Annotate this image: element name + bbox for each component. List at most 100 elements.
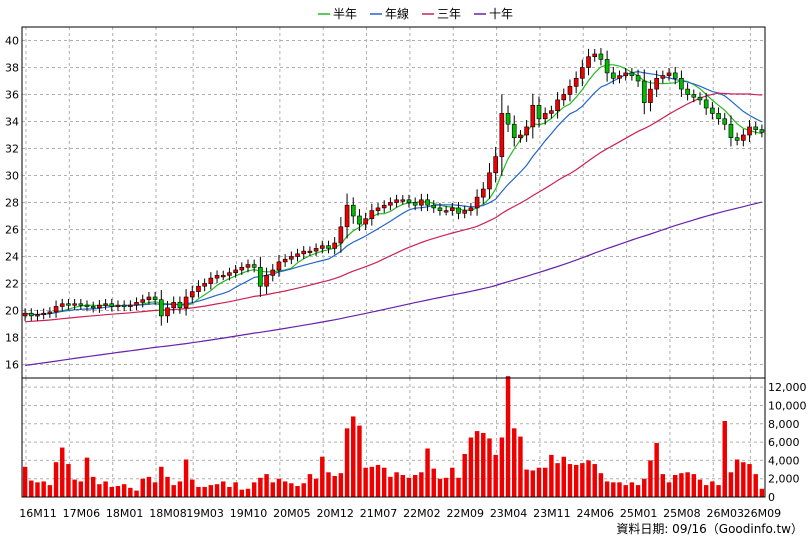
candle-body [121,304,127,307]
candle-body [183,296,189,309]
volume-bar [388,476,393,497]
volume-bar [512,428,517,497]
candle-body [685,88,690,95]
candle-body [196,285,201,292]
volume-bar [245,488,251,497]
time-tick-label: 16M11 [19,507,57,520]
volume-bar [648,460,653,497]
candle-body [109,303,115,307]
candle-body [140,299,146,303]
candle-body [72,303,77,306]
volume-bar [202,486,207,497]
candle-body [233,269,238,273]
volume-bar [660,474,666,497]
volume-bar [629,482,635,497]
volume-bar [171,485,176,497]
candle-body [338,226,344,244]
candle-body [660,75,666,79]
candle-body [28,312,34,317]
volume-bar [481,432,486,497]
candle-body [567,86,573,95]
volume-bar [716,485,721,497]
volume-bar [549,454,554,497]
volume-bar [320,456,325,497]
candle-body [561,94,567,101]
candle-body [586,56,591,68]
time-tick-label: 22M09 [446,507,484,520]
legend-label: 三年 [437,7,461,21]
time-tick-label: 25M01 [620,507,658,520]
price-tick-label: 22 [5,278,19,291]
candle-body [307,250,313,253]
volume-bar [165,476,170,497]
price-tick-label: 38 [5,62,19,75]
volume-bar [642,478,647,497]
volume-bar [598,473,604,497]
volume-bar [580,463,585,497]
candle-body [722,118,728,125]
candle-body [84,304,90,307]
volume-bar [493,454,498,497]
volume-bar [747,464,752,497]
volume-bar [97,484,102,497]
candle-body [357,215,362,225]
volume-bar [351,416,356,497]
candle-body [635,75,641,82]
volume-bar [47,485,53,497]
candle-body [369,210,375,220]
candle-body [276,261,282,271]
candle-body [480,188,486,198]
candle-body [313,248,319,252]
price-tick-label: 30 [5,170,19,183]
candle-body [555,99,560,112]
candle-body [388,202,393,206]
candle-body [518,134,523,139]
volume-bar [586,460,591,497]
volume-bar [697,479,703,497]
panel-frames [21,26,766,498]
volume-bar [710,481,715,497]
volume-bar [214,484,220,497]
volume-bar [753,474,758,497]
volume-bar [190,479,195,497]
candle-body [214,275,220,279]
volume-bar [276,478,282,497]
candle-body [103,303,108,306]
volume-bar [128,487,133,497]
volume-bar [685,472,690,497]
volume-bar [289,483,294,497]
candle-body [573,78,579,87]
price-tick-label: 20 [5,305,19,318]
candle-body [604,59,610,74]
volume-bar [233,482,238,497]
time-tick-label: 26M09 [744,507,782,520]
candle-body [220,275,226,278]
legend-label: 半年 [333,7,357,21]
candle-body [239,266,245,271]
volume-bar [270,482,275,497]
candle-body [734,137,740,141]
volume-bar [66,464,71,497]
price-tick-label: 36 [5,89,19,102]
legend-label: 十年 [489,7,513,21]
volume-bar [381,467,387,497]
candle-body [319,245,325,249]
candle-body [251,264,257,268]
volume-bar [22,466,28,497]
ma-ten-year-line [25,201,763,366]
price-tick-label: 32 [5,143,19,156]
price-tick-label: 40 [5,35,19,48]
candle-body [90,306,96,309]
volume-bar [561,456,566,497]
time-tick-label: 26M03 [707,507,745,520]
candle-body [381,204,387,209]
volume-bar [437,478,443,497]
candle-body [623,72,628,76]
candle-body [146,296,152,300]
candle-body [406,199,412,203]
volume-bar [623,485,628,497]
candle-body [611,72,616,79]
candle-body [208,277,214,284]
volume-bar [443,477,449,497]
candle-body [542,113,548,120]
